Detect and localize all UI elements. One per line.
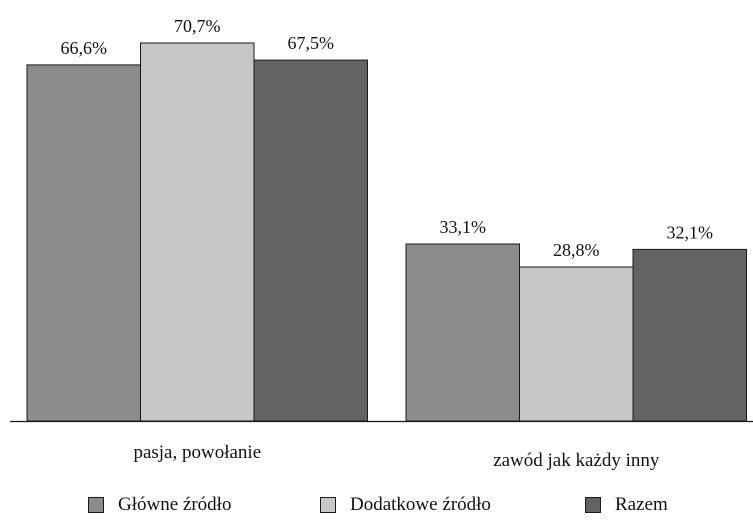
bar-zawod-razem	[632, 248, 747, 422]
value-label-pasja-dodatkowe: 70,7%	[174, 16, 221, 36]
legend-label-glowne: Główne źródło	[118, 494, 232, 515]
legend: Główne źródło Dodatkowe źródło Razem	[0, 494, 753, 521]
legend-item-glowne: Główne źródło	[88, 494, 231, 516]
value-label-zawod-dodatkowe: 28,8%	[553, 240, 600, 260]
category-label-pasja: pasja, powołanie	[133, 442, 261, 463]
category-labels-group: pasja, powołanie zawód jak każdy inny	[133, 442, 659, 471]
legend-label-dodatkowe: Dodatkowe źródło	[350, 494, 491, 515]
bar-pasja-dodatkowe	[140, 42, 255, 422]
bar-zawod-dodatkowe	[519, 266, 634, 422]
legend-item-dodatkowe: Dodatkowe źródło	[320, 494, 491, 516]
legend-swatch-razem	[585, 497, 601, 513]
legend-swatch-glowne	[88, 497, 104, 513]
legend-label-razem: Razem	[615, 494, 668, 515]
legend-item-razem: Razem	[585, 494, 668, 516]
bar-zawod-glowne	[405, 243, 520, 422]
value-labels-group: 66,6% 70,7% 67,5% 33,1% 28,8% 32,1%	[61, 16, 714, 260]
value-label-pasja-glowne: 66,6%	[61, 38, 108, 58]
bar-pasja-glowne	[26, 64, 141, 422]
value-label-pasja-razem: 67,5%	[288, 33, 335, 53]
legend-swatch-dodatkowe	[320, 497, 336, 513]
value-label-zawod-razem: 32,1%	[667, 222, 714, 242]
bar-pasja-razem	[253, 59, 368, 422]
category-label-zawod: zawód jak każdy inny	[493, 450, 660, 471]
bars-group	[26, 42, 747, 422]
value-label-zawod-glowne: 33,1%	[440, 217, 487, 237]
